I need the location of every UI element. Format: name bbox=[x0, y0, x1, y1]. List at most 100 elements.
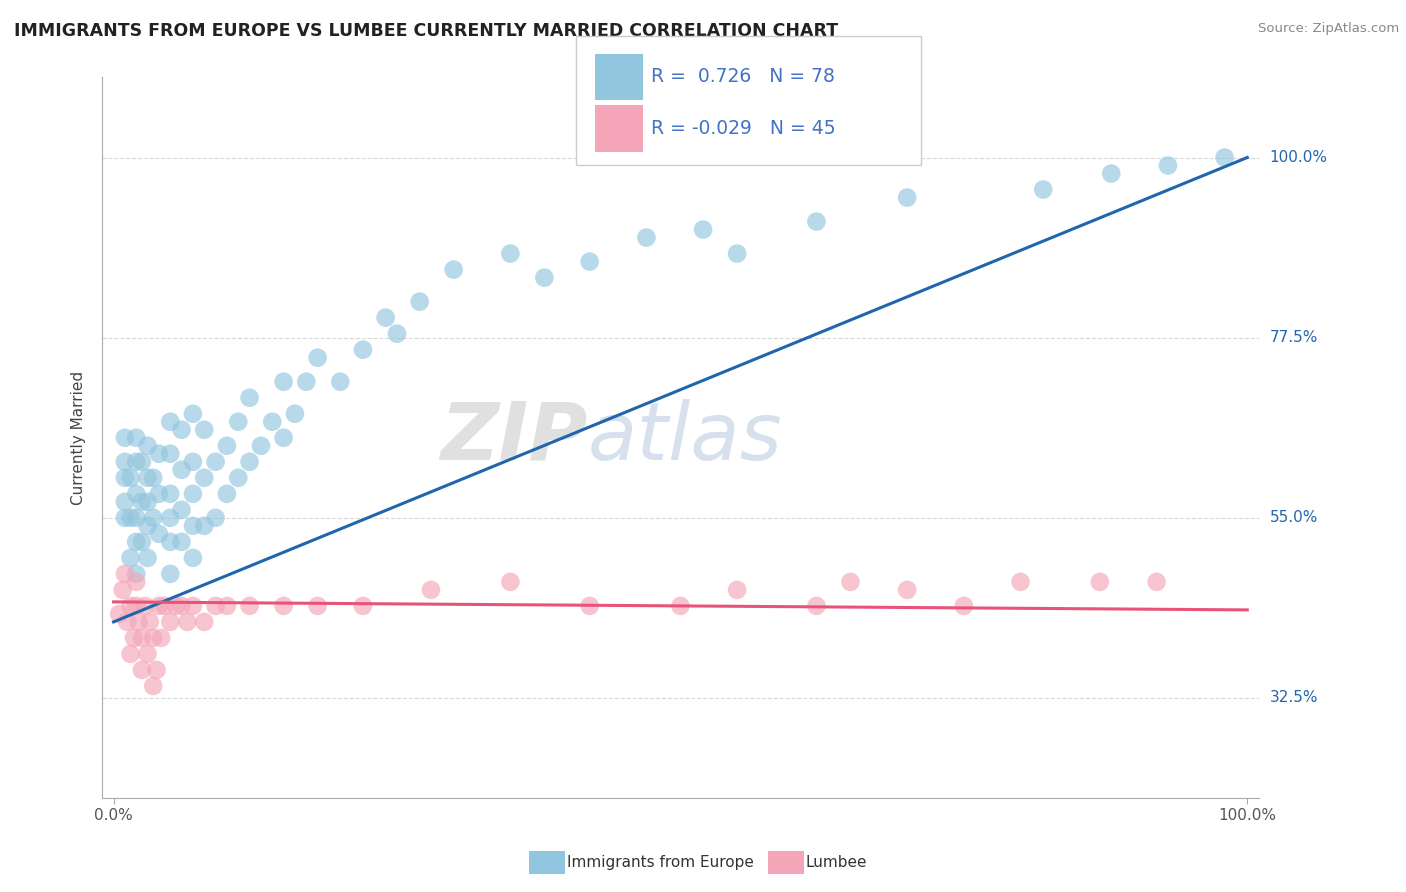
Point bbox=[159, 615, 181, 629]
Point bbox=[114, 431, 136, 445]
Point bbox=[725, 582, 748, 597]
Point bbox=[120, 599, 142, 613]
Point bbox=[114, 511, 136, 525]
Point bbox=[181, 599, 204, 613]
Text: R = -0.029   N = 45: R = -0.029 N = 45 bbox=[651, 119, 835, 138]
Text: atlas: atlas bbox=[588, 399, 783, 476]
Point bbox=[1213, 151, 1236, 165]
Point bbox=[131, 495, 153, 509]
Point bbox=[120, 471, 142, 485]
Text: 77.5%: 77.5% bbox=[1270, 330, 1317, 345]
Point bbox=[352, 599, 374, 613]
Point bbox=[273, 375, 295, 389]
Point bbox=[239, 391, 262, 405]
Point bbox=[578, 254, 600, 268]
Point bbox=[533, 270, 555, 285]
Point bbox=[122, 631, 145, 645]
Point bbox=[136, 647, 159, 661]
Point bbox=[136, 439, 159, 453]
Point bbox=[145, 663, 167, 677]
Point bbox=[499, 574, 522, 589]
Point bbox=[181, 550, 204, 565]
Y-axis label: Currently Married: Currently Married bbox=[72, 371, 86, 505]
Point bbox=[1010, 574, 1032, 589]
Point bbox=[1099, 167, 1122, 181]
Point bbox=[131, 455, 153, 469]
Point bbox=[114, 495, 136, 509]
Point bbox=[839, 574, 862, 589]
Point bbox=[204, 511, 226, 525]
Point bbox=[806, 599, 828, 613]
Point bbox=[385, 326, 408, 341]
Point bbox=[128, 615, 150, 629]
Text: 100.0%: 100.0% bbox=[1270, 150, 1327, 165]
Point bbox=[239, 599, 262, 613]
Point bbox=[181, 518, 204, 533]
Point bbox=[170, 463, 193, 477]
Text: Immigrants from Europe: Immigrants from Europe bbox=[567, 855, 754, 870]
Point bbox=[226, 471, 249, 485]
Point bbox=[136, 550, 159, 565]
Point bbox=[139, 615, 162, 629]
Point bbox=[896, 582, 918, 597]
Point bbox=[250, 439, 273, 453]
Point bbox=[1032, 182, 1054, 196]
Point bbox=[307, 599, 329, 613]
Point bbox=[1157, 159, 1180, 173]
Point bbox=[148, 487, 170, 501]
Text: Source: ZipAtlas.com: Source: ZipAtlas.com bbox=[1258, 22, 1399, 36]
Point bbox=[284, 407, 307, 421]
Text: Lumbee: Lumbee bbox=[806, 855, 868, 870]
Point bbox=[150, 631, 173, 645]
Point bbox=[125, 455, 148, 469]
Point bbox=[204, 455, 226, 469]
Point bbox=[142, 471, 165, 485]
Point bbox=[125, 511, 148, 525]
Point bbox=[125, 574, 148, 589]
Point bbox=[443, 262, 465, 277]
Point bbox=[1088, 574, 1111, 589]
Point bbox=[352, 343, 374, 357]
Point bbox=[499, 246, 522, 260]
Point bbox=[273, 431, 295, 445]
Point bbox=[120, 647, 142, 661]
Point bbox=[159, 487, 181, 501]
Point bbox=[134, 599, 156, 613]
Point bbox=[153, 599, 176, 613]
Point bbox=[420, 582, 443, 597]
Point bbox=[176, 615, 198, 629]
Point bbox=[136, 471, 159, 485]
Point bbox=[215, 487, 238, 501]
Point bbox=[148, 526, 170, 541]
Point bbox=[295, 375, 318, 389]
Point bbox=[159, 511, 181, 525]
Point bbox=[578, 599, 600, 613]
Point bbox=[131, 631, 153, 645]
Point bbox=[125, 431, 148, 445]
Point bbox=[181, 455, 204, 469]
Point bbox=[953, 599, 976, 613]
Point bbox=[1146, 574, 1168, 589]
Point bbox=[125, 599, 148, 613]
Point bbox=[273, 599, 295, 613]
Point bbox=[408, 294, 430, 309]
Point bbox=[108, 607, 131, 621]
Point bbox=[692, 222, 714, 236]
Point bbox=[165, 599, 187, 613]
Point bbox=[204, 599, 226, 613]
Point bbox=[159, 447, 181, 461]
Point bbox=[111, 582, 134, 597]
Point bbox=[329, 375, 352, 389]
Point bbox=[636, 230, 658, 244]
Point bbox=[120, 550, 142, 565]
Point bbox=[215, 439, 238, 453]
Point bbox=[262, 415, 284, 429]
Point bbox=[193, 423, 215, 437]
Point bbox=[125, 534, 148, 549]
Point bbox=[131, 663, 153, 677]
Point bbox=[307, 351, 329, 365]
Point bbox=[136, 495, 159, 509]
Point bbox=[374, 310, 396, 325]
Point bbox=[170, 503, 193, 517]
Point bbox=[115, 615, 138, 629]
